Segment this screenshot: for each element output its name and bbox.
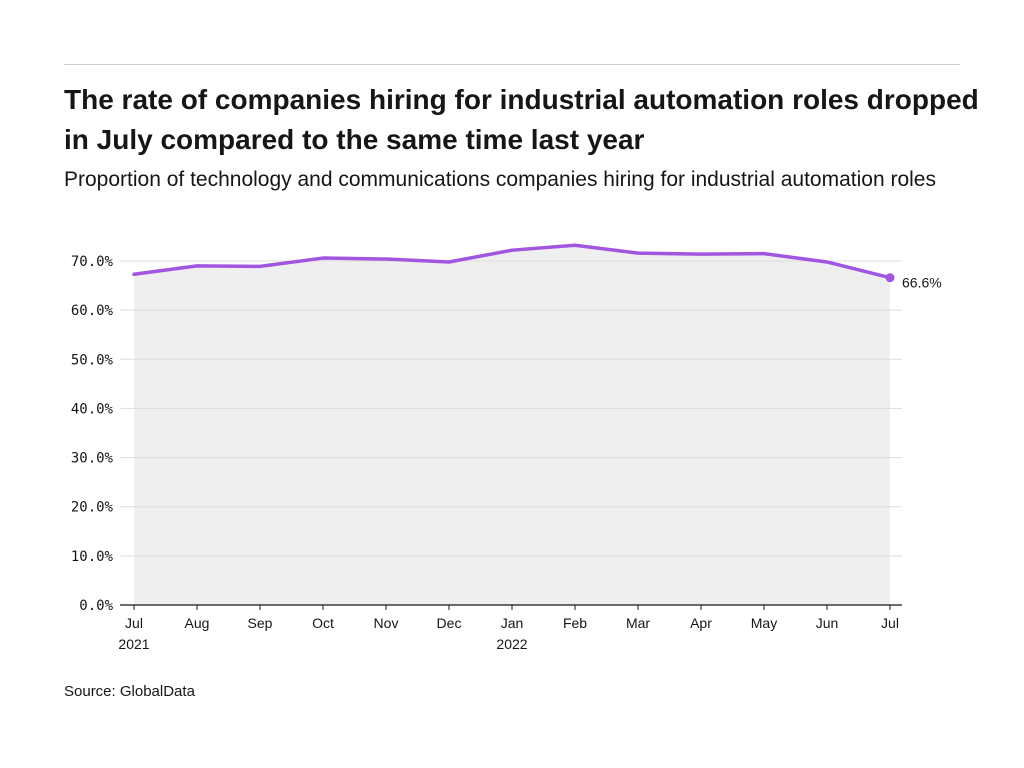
data-label: 66.6% — [902, 275, 942, 291]
x-tick-label: 2022 — [496, 636, 527, 652]
chart-subtitle: Proportion of technology and communicati… — [64, 168, 936, 191]
last-point — [885, 273, 895, 283]
x-tick-label: 2021 — [118, 636, 149, 652]
y-tick-label: 20.0% — [71, 500, 114, 516]
y-tick-label: 40.0% — [71, 401, 114, 417]
x-tick-label: May — [751, 615, 777, 631]
x-tick-label: Feb — [563, 615, 587, 631]
top-rule — [64, 64, 960, 65]
x-tick-label: Aug — [185, 615, 210, 631]
x-tick-label: Dec — [437, 615, 462, 631]
y-tick-label: 10.0% — [71, 549, 114, 565]
x-tick-label: Jul — [881, 615, 899, 631]
x-tick-label: Nov — [374, 615, 399, 631]
x-tick-label: Mar — [626, 615, 650, 631]
x-tick-label: Apr — [690, 615, 712, 631]
y-tick-label: 70.0% — [71, 254, 114, 270]
area-fill — [134, 245, 890, 605]
chart-title: The rate of companies hiring for industr… — [64, 84, 979, 155]
source-note: Source: GlobalData — [64, 683, 195, 700]
series-line — [132, 243, 892, 280]
y-tick-label: 30.0% — [71, 451, 114, 467]
y-tick-label: 50.0% — [71, 352, 114, 368]
x-tick-label: Jul — [125, 615, 143, 631]
x-tick-label: Sep — [248, 615, 273, 631]
chart-header: The rate of companies hiring for industr… — [64, 80, 1004, 196]
x-tick-label: Jun — [816, 615, 839, 631]
y-tick-label: 60.0% — [71, 303, 114, 319]
x-tick-label: Jan — [501, 615, 524, 631]
x-tick-label: Oct — [312, 615, 334, 631]
y-tick-label: 0.0% — [79, 598, 113, 614]
